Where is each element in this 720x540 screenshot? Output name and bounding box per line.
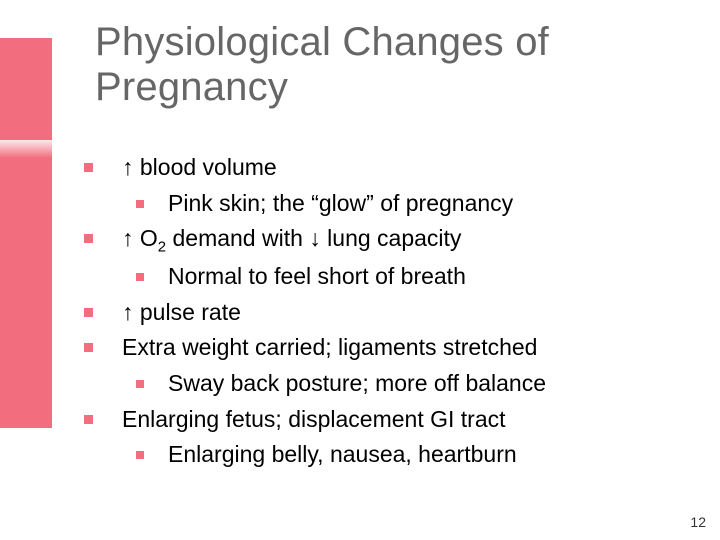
bullet-text: ↑ pulse rate xyxy=(122,299,241,325)
slide-title: Physiological Changes of Pregnancy xyxy=(95,20,720,110)
bullet-item: Enlarging fetus; displacement GI tract En… xyxy=(80,402,680,473)
sub-bullet-item: Enlarging belly, nausea, heartburn xyxy=(122,437,680,473)
accent-bar xyxy=(0,38,52,428)
sub-bullet-item: Pink skin; the “glow” of pregnancy xyxy=(122,186,680,222)
bullet-list: ↑ blood volume Pink skin; the “glow” of p… xyxy=(80,150,680,473)
slide-body: ↑ blood volume Pink skin; the “glow” of p… xyxy=(80,150,680,473)
sub-bullet-list: Enlarging belly, nausea, heartburn xyxy=(122,437,680,473)
bullet-text: Enlarging fetus; displacement GI tract xyxy=(122,406,506,432)
sub-bullet-list: Sway back posture; more off balance xyxy=(122,366,680,402)
bullet-text: ↑ blood volume xyxy=(122,154,277,180)
bullet-text: ↑ O2 demand with ↓ lung capacity xyxy=(122,225,461,251)
sub-bullet-item: Sway back posture; more off balance xyxy=(122,366,680,402)
bullet-item: ↑ blood volume Pink skin; the “glow” of p… xyxy=(80,150,680,221)
bullet-item: Extra weight carried; ligaments stretche… xyxy=(80,330,680,401)
sub-bullet-text: Sway back posture; more off balance xyxy=(168,370,546,396)
sub-bullet-list: Normal to feel short of breath xyxy=(122,259,680,295)
sub-bullet-text: Pink skin; the “glow” of pregnancy xyxy=(168,190,513,216)
sub-bullet-list: Pink skin; the “glow” of pregnancy xyxy=(122,186,680,222)
sub-bullet-text: Normal to feel short of breath xyxy=(168,263,466,289)
sub-bullet-item: Normal to feel short of breath xyxy=(122,259,680,295)
sub-bullet-text: Enlarging belly, nausea, heartburn xyxy=(168,441,517,467)
bullet-text: Extra weight carried; ligaments stretche… xyxy=(122,334,537,360)
bullet-item: ↑ pulse rate xyxy=(80,295,680,331)
accent-fade xyxy=(0,140,52,158)
bullet-item: ↑ O2 demand with ↓ lung capacity Normal t… xyxy=(80,221,680,294)
page-number: 12 xyxy=(690,514,706,530)
